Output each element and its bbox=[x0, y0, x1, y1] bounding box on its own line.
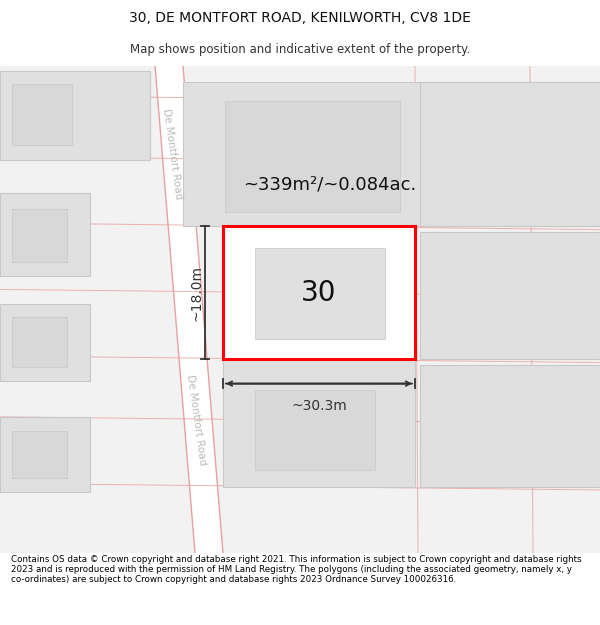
Text: 30: 30 bbox=[301, 279, 337, 307]
Bar bbox=[0, 71, 150, 160]
Bar bbox=[12, 84, 72, 146]
Bar bbox=[0, 193, 90, 276]
Text: Map shows position and indicative extent of the property.: Map shows position and indicative extent… bbox=[130, 42, 470, 56]
Text: ~18.0m: ~18.0m bbox=[190, 265, 204, 321]
Bar bbox=[0, 304, 90, 381]
Bar bbox=[255, 390, 375, 470]
Bar bbox=[0, 417, 90, 492]
Bar bbox=[183, 82, 600, 226]
Text: ~339m²/~0.084ac.: ~339m²/~0.084ac. bbox=[243, 175, 416, 193]
Text: De Montfort Road: De Montfort Road bbox=[161, 108, 184, 200]
Bar bbox=[12, 431, 67, 478]
Bar bbox=[12, 317, 67, 367]
Bar bbox=[420, 82, 600, 226]
Bar bbox=[420, 232, 600, 359]
Text: Contains OS data © Crown copyright and database right 2021. This information is : Contains OS data © Crown copyright and d… bbox=[11, 554, 581, 584]
Text: De Montfort Road: De Montfort Road bbox=[185, 374, 208, 466]
Bar bbox=[12, 209, 67, 262]
Polygon shape bbox=[155, 66, 223, 553]
Text: 30, DE MONTFORT ROAD, KENILWORTH, CV8 1DE: 30, DE MONTFORT ROAD, KENILWORTH, CV8 1D… bbox=[129, 11, 471, 26]
Bar bbox=[420, 365, 600, 487]
Bar bbox=[223, 226, 415, 359]
Bar bbox=[225, 101, 400, 212]
Bar bbox=[223, 359, 415, 487]
Bar bbox=[255, 248, 385, 339]
Text: ~30.3m: ~30.3m bbox=[291, 399, 347, 413]
